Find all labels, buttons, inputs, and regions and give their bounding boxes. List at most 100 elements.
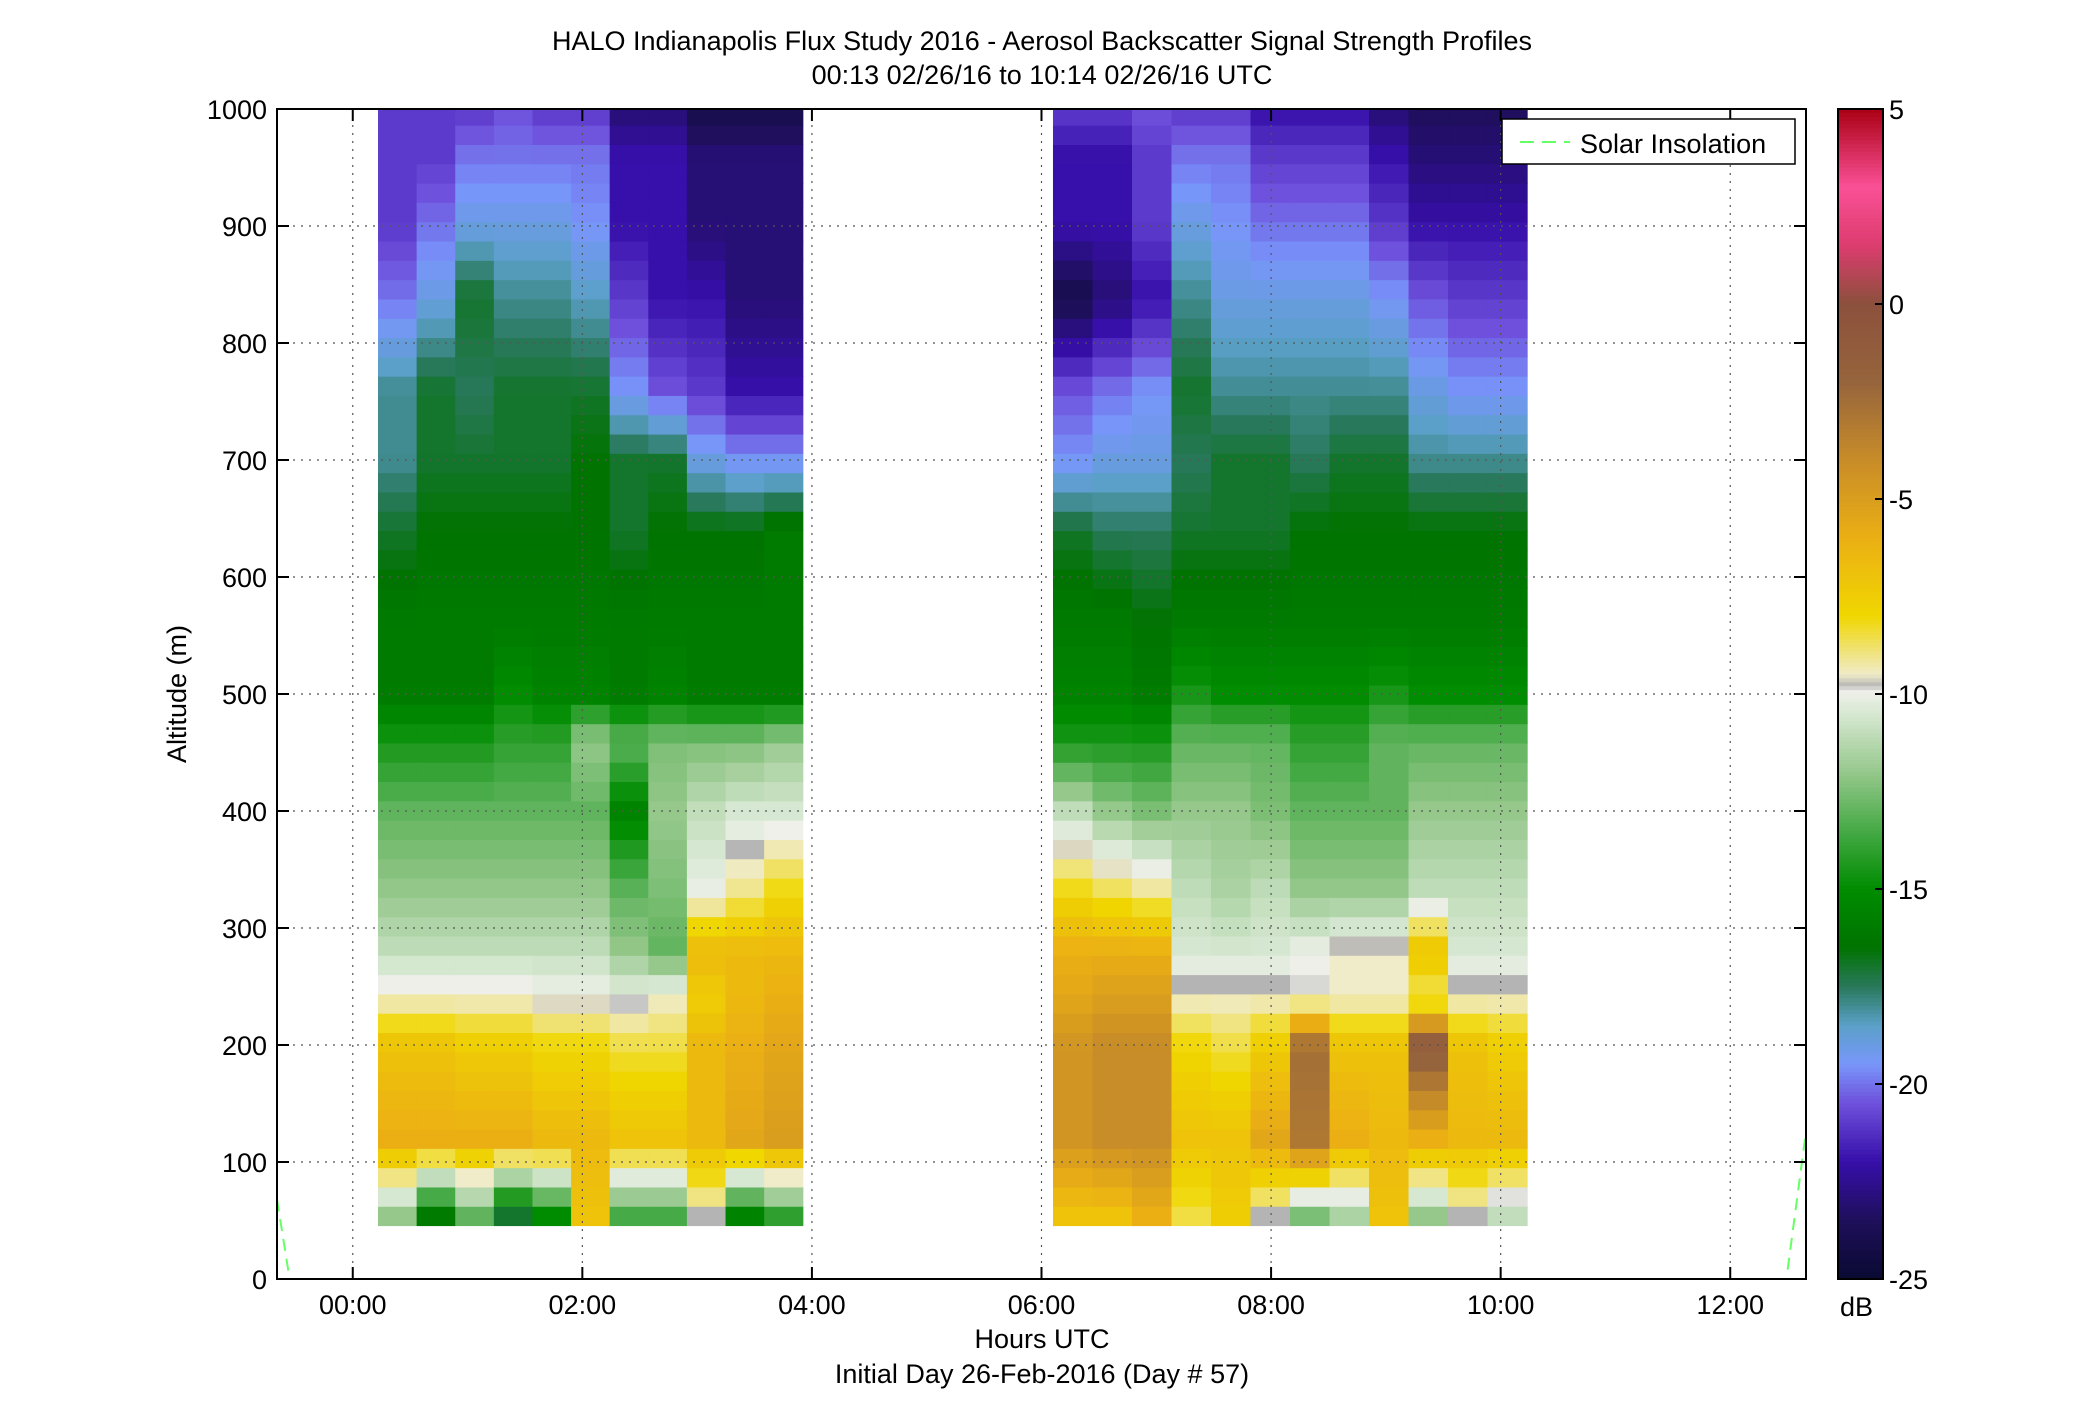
colorbar-segment bbox=[1838, 1181, 1883, 1186]
heatmap-cell bbox=[455, 1032, 495, 1053]
colorbar-segment bbox=[1838, 506, 1883, 512]
heatmap-cell bbox=[686, 723, 727, 744]
colorbar-segment bbox=[1838, 795, 1883, 800]
heatmap-cell bbox=[455, 356, 495, 377]
heatmap-cell bbox=[571, 163, 611, 184]
heatmap-cell bbox=[1369, 337, 1410, 358]
heatmap-cell bbox=[1092, 414, 1133, 435]
heatmap-cell bbox=[609, 820, 649, 840]
heatmap-cell bbox=[1329, 356, 1370, 377]
heatmap-cell bbox=[1131, 897, 1173, 918]
heatmap-cell bbox=[378, 183, 418, 203]
heatmap-cell bbox=[1487, 337, 1528, 358]
heatmap-cell bbox=[609, 1032, 649, 1053]
heatmap-cell bbox=[648, 414, 688, 435]
heatmap-cell bbox=[1329, 858, 1370, 879]
heatmap-cell bbox=[686, 820, 727, 840]
colorbar-segment bbox=[1838, 226, 1883, 231]
heatmap-cell bbox=[764, 511, 804, 532]
colorbar-segment bbox=[1838, 1185, 1883, 1190]
heatmap-cell bbox=[1448, 974, 1489, 995]
heatmap-cell bbox=[1408, 491, 1449, 512]
heatmap-cell bbox=[378, 1032, 418, 1053]
colorbar-segment bbox=[1838, 768, 1883, 773]
heatmap-cell bbox=[764, 1148, 804, 1169]
heatmap-cell bbox=[455, 125, 495, 145]
heatmap-cell bbox=[571, 260, 611, 281]
heatmap-cell bbox=[532, 414, 572, 435]
heatmap-cell bbox=[1369, 395, 1410, 416]
heatmap-cell bbox=[1329, 318, 1370, 339]
heatmap-cell bbox=[378, 279, 418, 300]
heatmap-cell bbox=[1250, 453, 1291, 474]
heatmap-cell bbox=[455, 318, 495, 339]
colorbar-segment bbox=[1838, 604, 1883, 609]
heatmap-cell bbox=[1052, 240, 1094, 261]
heatmap-cell bbox=[416, 240, 456, 261]
heatmap-cell bbox=[725, 395, 765, 416]
heatmap-cell bbox=[455, 163, 495, 184]
colorbar-segment bbox=[1838, 1056, 1883, 1062]
heatmap-cell bbox=[1250, 704, 1291, 725]
heatmap-cell bbox=[1369, 183, 1410, 203]
heatmap-cell bbox=[1448, 1071, 1489, 1091]
heatmap-cell bbox=[416, 1071, 456, 1091]
heatmap-cell bbox=[532, 279, 572, 300]
heatmap-cell bbox=[1171, 337, 1212, 358]
heatmap-cell bbox=[1092, 144, 1133, 165]
heatmap-cell bbox=[609, 858, 649, 879]
heatmap-cell bbox=[1211, 1186, 1252, 1207]
colorbar-segment bbox=[1838, 307, 1883, 313]
heatmap-cell bbox=[1211, 1071, 1252, 1091]
heatmap-cell bbox=[378, 337, 418, 358]
heatmap-cell bbox=[532, 858, 572, 879]
colorbar-segment bbox=[1838, 573, 1883, 578]
heatmap-cell bbox=[1092, 723, 1133, 744]
colorbar-segment bbox=[1838, 249, 1883, 254]
colorbar-segment bbox=[1838, 939, 1883, 945]
heatmap-cell bbox=[493, 800, 534, 821]
heatmap-cell bbox=[1329, 453, 1370, 474]
colorbar-segment bbox=[1838, 385, 1883, 391]
heatmap-cell bbox=[1171, 877, 1212, 898]
colorbar-segment bbox=[1838, 736, 1883, 742]
heatmap-cell bbox=[1131, 1206, 1173, 1227]
heatmap-cell bbox=[1131, 530, 1173, 551]
heatmap-cell bbox=[532, 183, 572, 203]
heatmap-cell bbox=[416, 684, 456, 705]
colorbar-segment bbox=[1838, 198, 1883, 204]
heatmap-cell bbox=[416, 839, 456, 860]
heatmap-cell bbox=[725, 163, 765, 184]
colorbar-segment bbox=[1838, 432, 1883, 438]
heatmap-cell bbox=[1131, 1032, 1173, 1053]
colorbar-segment bbox=[1838, 413, 1883, 418]
heatmap-cell bbox=[1290, 109, 1331, 126]
heatmap-cell bbox=[1329, 1032, 1370, 1053]
heatmap-cell bbox=[1448, 646, 1489, 667]
colorbar-segment bbox=[1838, 935, 1883, 941]
heatmap-cell bbox=[764, 549, 804, 570]
heatmap-cell bbox=[1171, 414, 1212, 435]
heatmap-cell bbox=[1131, 762, 1173, 783]
colorbar-segment bbox=[1838, 1072, 1883, 1077]
heatmap-cell bbox=[1290, 279, 1331, 300]
heatmap-cell bbox=[1290, 916, 1331, 937]
heatmap-cell bbox=[686, 897, 727, 918]
heatmap-cell bbox=[1250, 414, 1291, 435]
heatmap-cell bbox=[1329, 916, 1370, 937]
heatmap-cell bbox=[1448, 356, 1489, 377]
colorbar-segment bbox=[1838, 1173, 1883, 1179]
heatmap-cell bbox=[1408, 955, 1449, 976]
heatmap-cell bbox=[1369, 646, 1410, 667]
colorbar-segment bbox=[1838, 791, 1883, 796]
heatmap-cell bbox=[1408, 935, 1449, 956]
heatmap-cell bbox=[493, 530, 534, 551]
heatmap-cell bbox=[493, 318, 534, 339]
colorbar-segment bbox=[1838, 1126, 1883, 1132]
colorbar-segment bbox=[1838, 873, 1883, 878]
heatmap-cell bbox=[1329, 665, 1370, 686]
heatmap-cell bbox=[1487, 916, 1528, 937]
heatmap-cell bbox=[764, 627, 804, 647]
heatmap-cell bbox=[764, 742, 804, 763]
